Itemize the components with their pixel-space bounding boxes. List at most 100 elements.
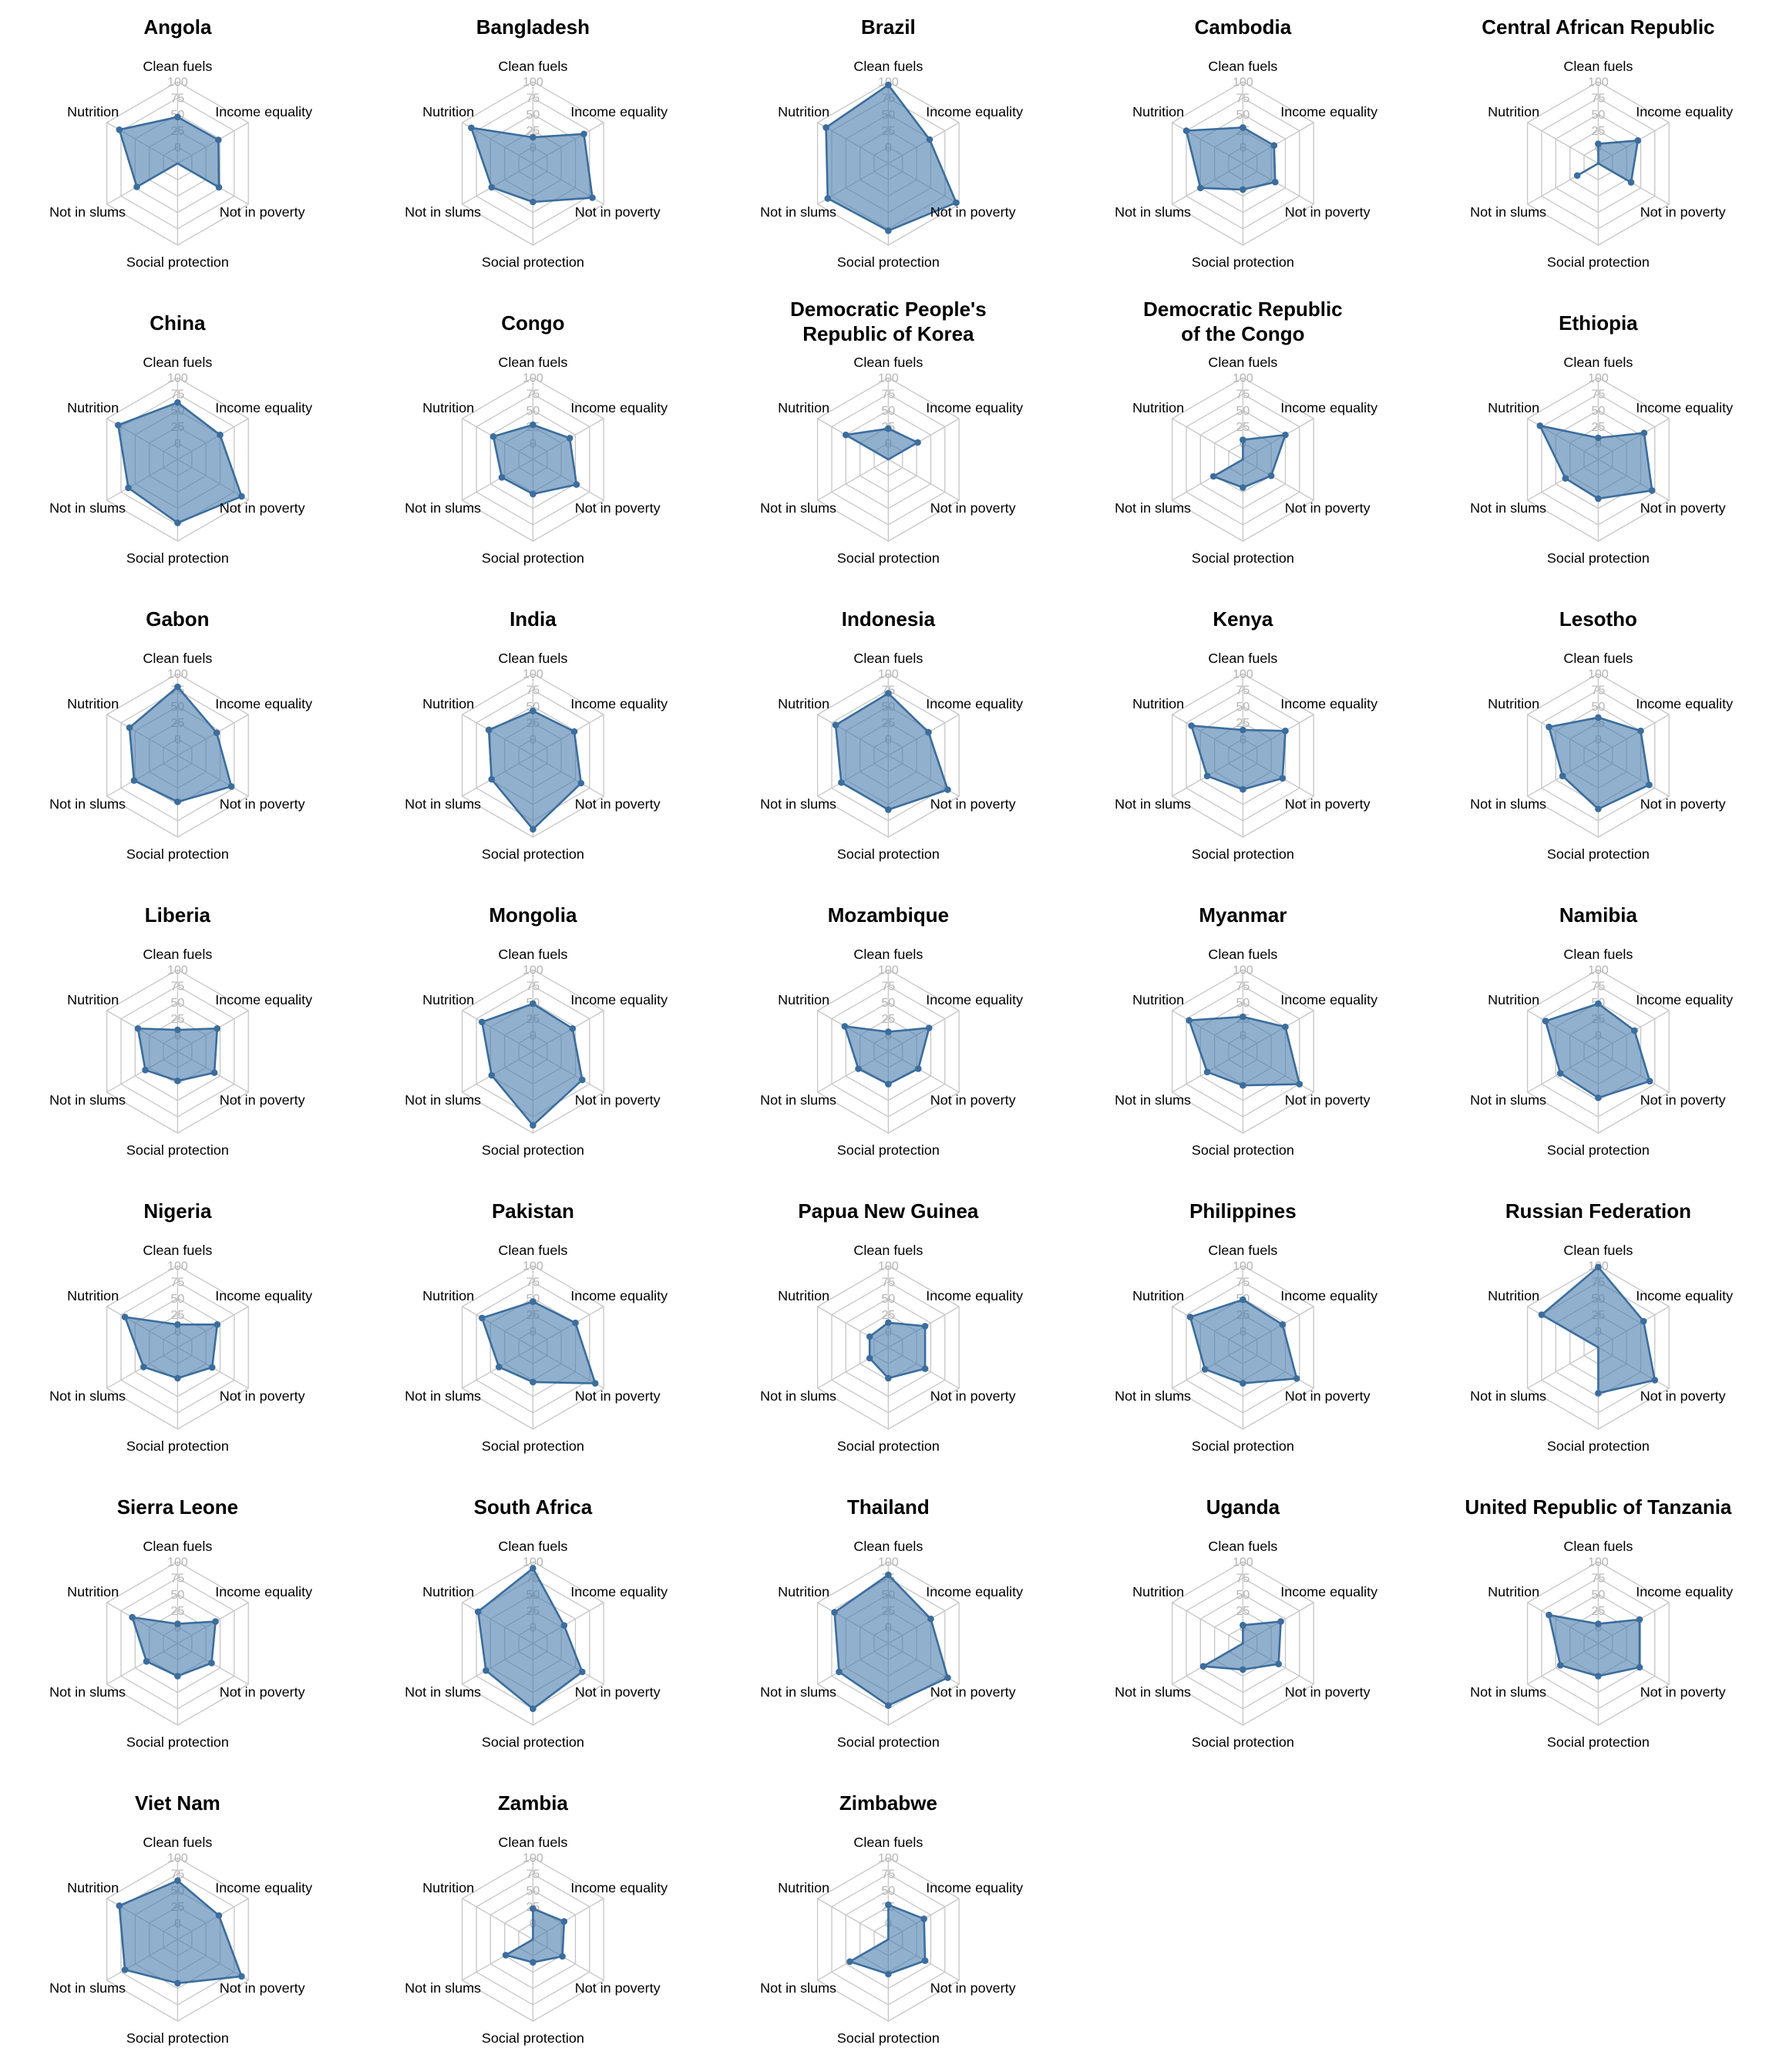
tick-label-75: 75 bbox=[1236, 92, 1250, 106]
chart-title: Papua New Guinea bbox=[798, 1199, 978, 1223]
axis-label-not-in-slums: Not in slums bbox=[405, 500, 481, 516]
axis-label-social-protection: Social protection bbox=[837, 1142, 940, 1158]
axis-label-clean-fuels: Clean fuels bbox=[1564, 1243, 1633, 1258]
axis-label-not-in-poverty: Not in poverty bbox=[1285, 204, 1371, 220]
tick-label-75: 75 bbox=[171, 980, 185, 994]
axis-label-not-in-poverty: Not in poverty bbox=[1285, 500, 1371, 516]
data-point-clean-fuels bbox=[1595, 140, 1602, 147]
data-point-social-protection bbox=[174, 1980, 181, 1987]
axis-label-nutrition: Nutrition bbox=[67, 696, 119, 711]
axis-label-not-in-slums: Not in slums bbox=[1470, 1388, 1546, 1404]
axis-label-nutrition: Nutrition bbox=[778, 1584, 829, 1599]
radar-spoke bbox=[1172, 1602, 1244, 1644]
data-point-not-in-poverty bbox=[1627, 179, 1635, 186]
data-point-social-protection bbox=[884, 1702, 892, 1709]
data-point-not-in-poverty bbox=[921, 1957, 928, 1964]
axis-label-not-in-slums: Not in slums bbox=[1115, 500, 1192, 516]
axis-label-clean-fuels: Clean fuels bbox=[1209, 947, 1278, 962]
data-point-income-equality bbox=[560, 1918, 567, 1925]
data-point-not-in-poverty bbox=[1268, 472, 1275, 479]
data-point-income-equality bbox=[926, 136, 933, 143]
axis-label-not-in-slums: Not in slums bbox=[405, 204, 481, 220]
tick-label-100: 100 bbox=[1588, 964, 1609, 977]
tick-label-25: 25 bbox=[171, 1309, 185, 1322]
tick-label-75: 75 bbox=[881, 388, 895, 402]
axis-label-social-protection: Social protection bbox=[126, 2030, 229, 2046]
axis-label-social-protection: Social protection bbox=[837, 1438, 940, 1454]
data-point-not-in-slums bbox=[498, 473, 506, 481]
data-point-not-in-poverty bbox=[573, 481, 580, 488]
axis-label-nutrition: Nutrition bbox=[422, 696, 474, 711]
axis-label-social-protection: Social protection bbox=[1547, 1734, 1650, 1750]
tick-label-100: 100 bbox=[1588, 76, 1609, 89]
tick-label-75: 75 bbox=[1592, 1572, 1606, 1586]
data-point-not-in-poverty bbox=[1646, 781, 1653, 789]
axis-label-income-equality: Income equality bbox=[215, 992, 312, 1007]
axis-label-clean-fuels: Clean fuels bbox=[498, 355, 567, 370]
tick-label-75: 75 bbox=[1592, 92, 1606, 106]
chart-title: South Africa bbox=[473, 1495, 592, 1519]
axis-label-nutrition: Nutrition bbox=[422, 1288, 474, 1303]
data-point-clean-fuels bbox=[174, 399, 181, 406]
tick-label-75: 75 bbox=[1236, 388, 1250, 402]
axis-label-social-protection: Social protection bbox=[482, 846, 584, 862]
data-polygon bbox=[487, 710, 582, 831]
tick-label-50: 50 bbox=[171, 1293, 185, 1306]
data-point-social-protection bbox=[1595, 495, 1602, 503]
data-point-nutrition bbox=[1188, 722, 1196, 729]
chart-title: Pakistan bbox=[492, 1199, 574, 1223]
data-point-not-in-poverty bbox=[559, 1953, 566, 1960]
radar-spoke bbox=[1172, 418, 1244, 460]
axis-label-nutrition: Nutrition bbox=[422, 400, 474, 415]
tick-label-100: 100 bbox=[878, 1260, 899, 1273]
axis-label-social-protection: Social protection bbox=[126, 254, 229, 270]
axis-label-not-in-slums: Not in slums bbox=[405, 1092, 481, 1108]
data-point-not-in-slums bbox=[1202, 1366, 1209, 1373]
data-point-income-equality bbox=[1270, 142, 1278, 149]
axis-label-nutrition: Nutrition bbox=[67, 1584, 119, 1599]
data-point-nutrition bbox=[116, 126, 123, 133]
data-point-not-in-poverty bbox=[914, 1065, 922, 1072]
tick-label-75: 75 bbox=[526, 1276, 540, 1290]
data-polygon bbox=[1213, 433, 1287, 489]
chart-title: Uganda bbox=[1206, 1495, 1280, 1519]
tick-label-100: 100 bbox=[167, 668, 188, 681]
data-polygon bbox=[868, 1321, 926, 1380]
tick-label-100: 100 bbox=[878, 1852, 899, 1865]
data-polygon bbox=[1544, 1002, 1651, 1099]
data-point-not-in-slums bbox=[488, 183, 495, 191]
data-polygon bbox=[844, 427, 919, 461]
axis-label-not-in-poverty: Not in poverty bbox=[930, 796, 1015, 812]
data-point-social-protection bbox=[1240, 1380, 1247, 1387]
axis-label-social-protection: Social protection bbox=[126, 1734, 229, 1750]
data-point-social-protection bbox=[529, 1378, 536, 1386]
data-point-income-equality bbox=[925, 1024, 933, 1031]
tick-label-75: 75 bbox=[1236, 980, 1250, 994]
data-point-clean-fuels bbox=[884, 1901, 892, 1909]
data-point-not-in-poverty bbox=[1293, 1374, 1300, 1382]
axis-label-not-in-poverty: Not in poverty bbox=[220, 1092, 305, 1108]
axis-label-income-equality: Income equality bbox=[570, 1288, 668, 1303]
tick-label-75: 75 bbox=[1236, 684, 1250, 698]
data-point-nutrition bbox=[1546, 723, 1552, 731]
axis-label-not-in-slums: Not in slums bbox=[1115, 1684, 1192, 1700]
chart-title: Sierra Leone bbox=[117, 1495, 238, 1519]
data-polygon bbox=[492, 423, 577, 496]
radar-chart-russian-federation: Russian Federation1007550250Clean fuelsI… bbox=[1421, 1184, 1776, 1480]
axis-label-not-in-poverty: Not in poverty bbox=[1640, 204, 1726, 220]
tick-label-100: 100 bbox=[1588, 1556, 1609, 1569]
axis-label-clean-fuels: Clean fuels bbox=[853, 1835, 923, 1850]
data-point-nutrition bbox=[478, 1314, 486, 1322]
axis-label-income-equality: Income equality bbox=[215, 1880, 312, 1895]
axis-label-social-protection: Social protection bbox=[482, 1142, 584, 1158]
data-point-not-in-slums bbox=[1204, 1068, 1211, 1075]
axis-label-not-in-poverty: Not in poverty bbox=[930, 500, 1015, 516]
axis-label-nutrition: Nutrition bbox=[778, 696, 829, 711]
data-point-nutrition bbox=[1186, 1017, 1193, 1024]
axis-label-income-equality: Income equality bbox=[215, 696, 312, 711]
data-point-clean-fuels bbox=[1595, 1263, 1602, 1271]
axis-label-income-equality: Income equality bbox=[926, 1880, 1023, 1895]
